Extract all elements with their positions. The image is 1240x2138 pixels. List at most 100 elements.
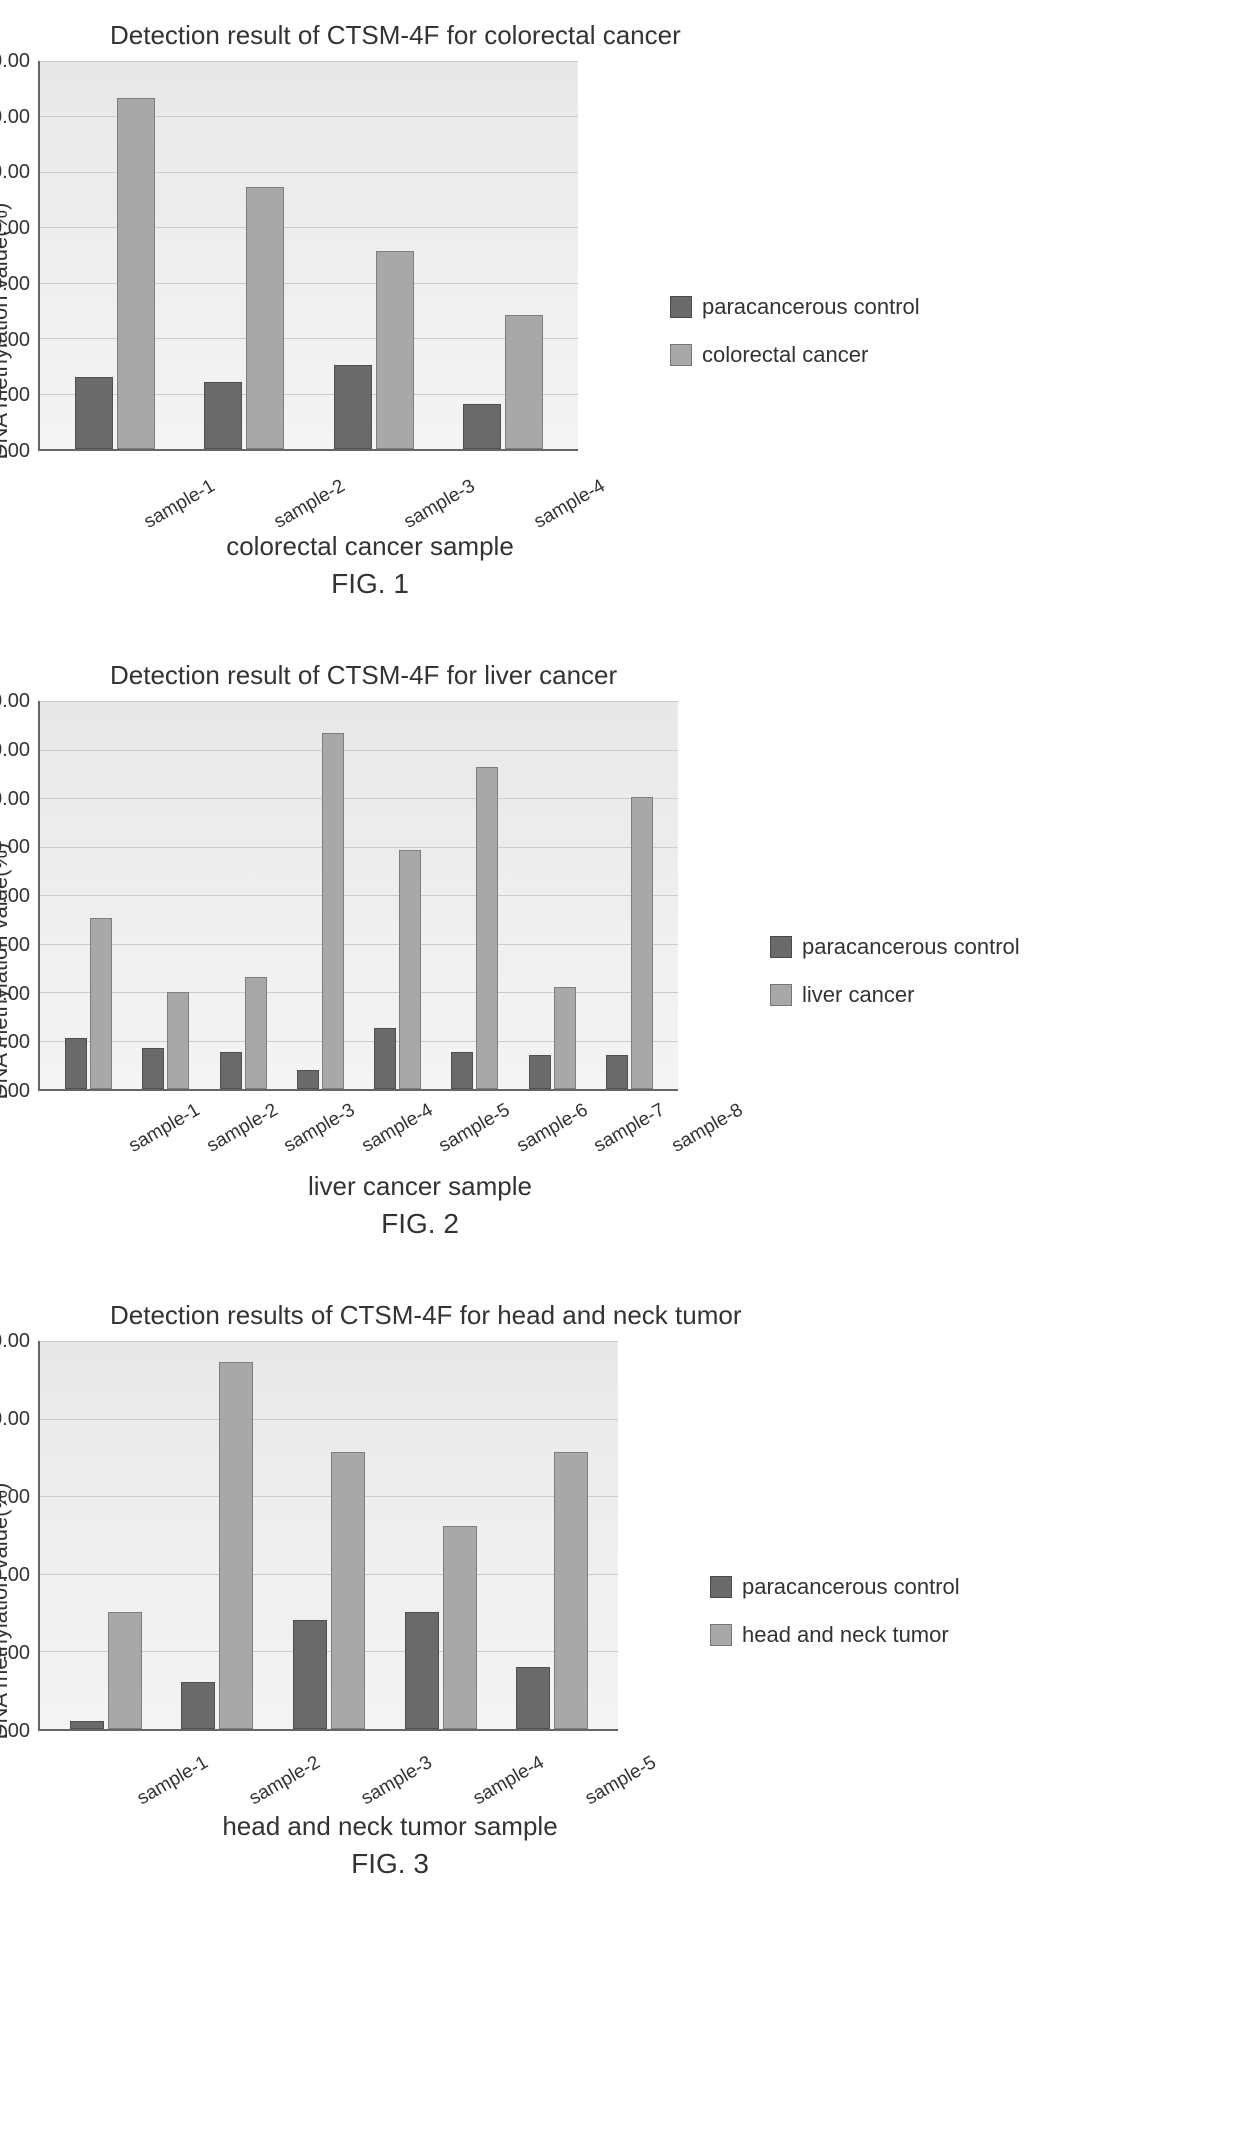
x-tick-wrap: sample-1sample-2sample-3sample-4 xyxy=(30,451,640,497)
spacer xyxy=(30,1137,100,1240)
chart-block: DNA methylation value(%)70.0060.0050.004… xyxy=(30,61,640,600)
bar xyxy=(181,1682,215,1729)
bar xyxy=(293,1620,327,1729)
bar xyxy=(374,1028,396,1089)
bar-group xyxy=(75,98,155,449)
chart-title: Detection result of CTSM-4F for colorect… xyxy=(110,20,1210,51)
y-tick-column: 80.0070.0060.0050.0040.0030.0020.0010.00… xyxy=(30,701,38,1091)
bar xyxy=(117,98,155,449)
bar xyxy=(70,1721,104,1729)
figure-label: FIG. 2 xyxy=(100,1208,740,1240)
legend: paracancerous control head and neck tumor xyxy=(710,1574,960,1648)
x-tick-row: sample-1sample-2sample-3sample-4sample-5… xyxy=(100,1097,740,1137)
bar-group xyxy=(142,992,189,1090)
spacer xyxy=(30,1731,100,1777)
spacer xyxy=(30,1091,100,1137)
legend-item: liver cancer xyxy=(770,982,1020,1008)
bar-group xyxy=(334,251,414,449)
bar xyxy=(219,1362,253,1729)
bars-container xyxy=(40,1341,618,1729)
x-tick-row: sample-1sample-2sample-3sample-4 xyxy=(100,457,640,497)
bar xyxy=(65,1038,87,1089)
plot-wrap: 80.0070.0060.0050.0040.0030.0020.0010.00… xyxy=(30,701,740,1091)
x-label-col: liver cancer sample FIG. 2 xyxy=(100,1137,740,1240)
bar xyxy=(75,377,113,449)
chart-block: DNA methylation value(%)80.0070.0060.005… xyxy=(30,701,740,1240)
chart-block: DNA methylation value(%)50.0040.0030.002… xyxy=(30,1341,680,1880)
spacer xyxy=(30,497,100,600)
x-axis-label: liver cancer sample xyxy=(100,1171,740,1202)
legend-swatch xyxy=(670,296,692,318)
legend: paracancerous control liver cancer xyxy=(770,934,1020,1008)
bar xyxy=(334,365,372,449)
chart-title: Detection result of CTSM-4F for liver ca… xyxy=(110,660,1210,691)
bar-group xyxy=(65,918,112,1089)
legend-item: paracancerous control xyxy=(770,934,1020,960)
bar xyxy=(322,733,344,1089)
legend-label: head and neck tumor xyxy=(742,1622,949,1648)
page-root: Detection result of CTSM-4F for colorect… xyxy=(30,20,1210,1880)
bar-group xyxy=(293,1452,365,1729)
legend-item: paracancerous control xyxy=(710,1574,960,1600)
bar xyxy=(90,918,112,1089)
bar xyxy=(297,1070,319,1090)
bar xyxy=(516,1667,550,1729)
bar xyxy=(554,987,576,1089)
bar xyxy=(463,404,501,449)
bar xyxy=(405,1612,439,1729)
y-tick-column: 70.0060.0050.0040.0030.0020.0010.000.00 xyxy=(30,61,38,451)
y-axis-label: DNA methylation value(%) xyxy=(0,1482,13,1739)
figure-label: FIG. 1 xyxy=(100,568,640,600)
bar-group xyxy=(297,733,344,1089)
x-tick-row: sample-1sample-2sample-3sample-4sample-5 xyxy=(100,1737,680,1777)
legend-swatch xyxy=(770,984,792,1006)
bar xyxy=(331,1452,365,1729)
legend-item: paracancerous control xyxy=(670,294,920,320)
figure-label: FIG. 3 xyxy=(100,1848,680,1880)
bar xyxy=(142,1048,164,1089)
bar-group xyxy=(405,1526,477,1729)
legend-label: paracancerous control xyxy=(702,294,920,320)
chart-title: Detection results of CTSM-4F for head an… xyxy=(110,1300,1210,1331)
bar xyxy=(451,1052,473,1089)
bar xyxy=(167,992,189,1090)
bar-group xyxy=(529,987,576,1089)
x-axis-label: head and neck tumor sample xyxy=(100,1811,680,1842)
legend-swatch xyxy=(710,1624,732,1646)
plot-wrap: 50.0040.0030.0020.0010.000.00 xyxy=(30,1341,680,1731)
bar xyxy=(476,767,498,1089)
bar xyxy=(245,977,267,1089)
legend-label: colorectal cancer xyxy=(702,342,868,368)
chart-row: DNA methylation value(%)80.0070.0060.005… xyxy=(30,701,1210,1240)
legend-label: paracancerous control xyxy=(742,1574,960,1600)
spacer xyxy=(30,451,100,497)
bar-group xyxy=(181,1362,253,1729)
plot-wrap: 70.0060.0050.0040.0030.0020.0010.000.00 xyxy=(30,61,640,451)
bar xyxy=(606,1055,628,1089)
plot-area xyxy=(38,701,678,1091)
spacer xyxy=(30,1777,100,1880)
bar-group xyxy=(463,315,543,449)
legend-swatch xyxy=(670,344,692,366)
bar-group xyxy=(451,767,498,1089)
legend-label: paracancerous control xyxy=(802,934,1020,960)
bar xyxy=(631,797,653,1090)
bar xyxy=(554,1452,588,1729)
legend-label: liver cancer xyxy=(802,982,914,1008)
bars-container xyxy=(40,61,578,449)
bar xyxy=(376,251,414,449)
bar-group xyxy=(204,187,284,449)
legend-item: head and neck tumor xyxy=(710,1622,960,1648)
figure-2: Detection result of CTSM-4F for liver ca… xyxy=(30,660,1210,1240)
chart-row: DNA methylation value(%)50.0040.0030.002… xyxy=(30,1341,1210,1880)
legend-item: colorectal cancer xyxy=(670,342,920,368)
x-tick-wrap: sample-1sample-2sample-3sample-4sample-5 xyxy=(30,1731,680,1777)
bar xyxy=(204,382,242,449)
bar-group xyxy=(70,1612,142,1729)
bar xyxy=(246,187,284,449)
bar-group xyxy=(220,977,267,1089)
bar xyxy=(399,850,421,1089)
figure-1: Detection result of CTSM-4F for colorect… xyxy=(30,20,1210,600)
bar-group xyxy=(374,850,421,1089)
x-tick-wrap: sample-1sample-2sample-3sample-4sample-5… xyxy=(30,1091,740,1137)
